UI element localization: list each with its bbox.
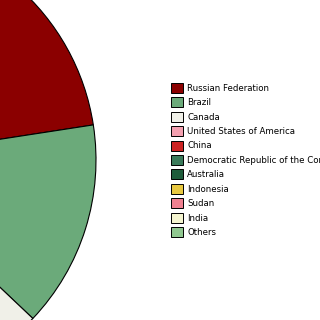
Wedge shape [0,0,93,160]
Wedge shape [0,160,33,320]
Legend: Russian Federation, Brazil, Canada, United States of America, China, Democratic : Russian Federation, Brazil, Canada, Unit… [171,83,320,237]
Wedge shape [0,125,96,318]
